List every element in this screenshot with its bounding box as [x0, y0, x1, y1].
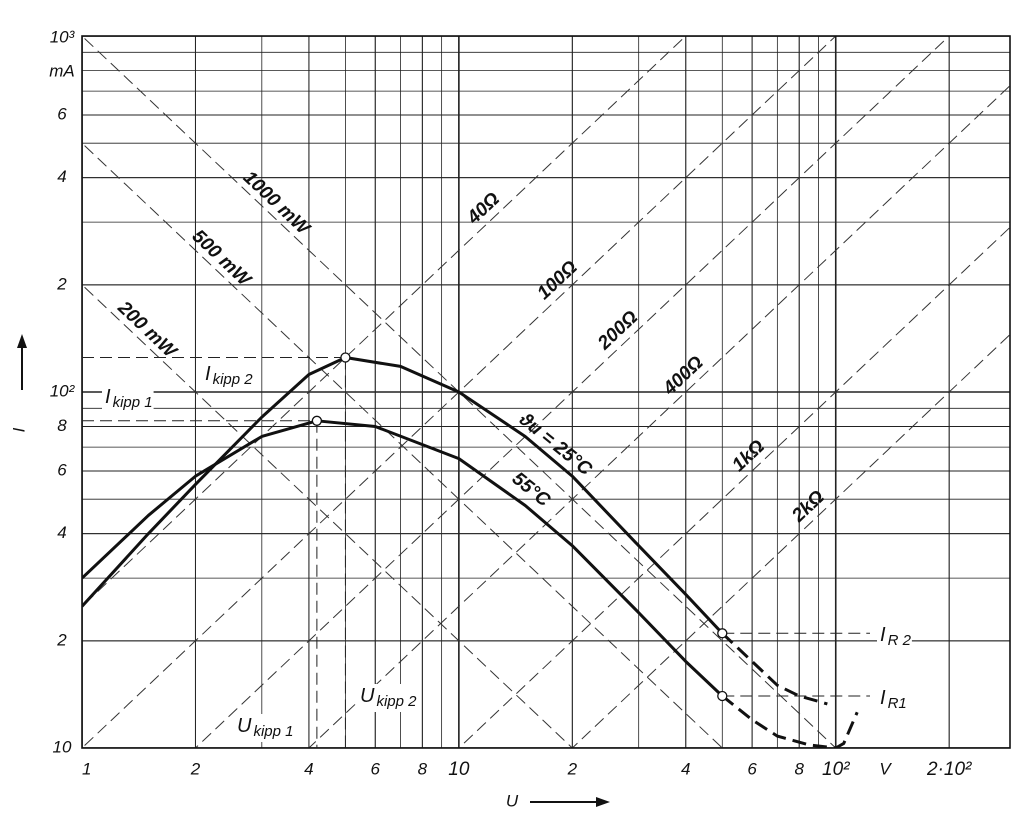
- annotation-symbol: I: [105, 386, 111, 408]
- y-tick-label: 2: [56, 630, 67, 649]
- y-tick-label: 4: [57, 523, 66, 542]
- annotation-bg: [357, 684, 418, 712]
- annotation-bg: [877, 623, 912, 651]
- annotation-subscript: kipp 2: [376, 693, 417, 710]
- x-tick-label: 6: [747, 759, 757, 778]
- annotation-symbol: I: [880, 624, 886, 646]
- annotation-subscript: R1: [888, 695, 907, 712]
- curve-extrapolated: [721, 694, 859, 748]
- resistance-line-label: 100Ω: [533, 257, 581, 304]
- curve-extrapolated: [721, 632, 828, 706]
- y-unit: mA: [49, 61, 75, 80]
- curve-label: ϑu = 25°C: [514, 408, 596, 480]
- x-tick-label: 2·10²: [926, 759, 972, 780]
- plot-frame: [81, 35, 1011, 749]
- y-tick-label: 10: [53, 737, 72, 756]
- point-marker: [717, 628, 728, 639]
- annotation-symbol: I: [205, 363, 211, 385]
- x-tick-label: 8: [418, 759, 428, 778]
- power-line-label: 200 mW: [113, 297, 182, 364]
- x-tick-label: 4: [304, 759, 313, 778]
- y-tick-label: 10³: [50, 27, 76, 46]
- x-tick-label: 2: [190, 759, 201, 778]
- annotation-bg: [202, 362, 254, 390]
- annotation-symbol: U: [360, 685, 375, 707]
- resistance-line-label: 200Ω: [593, 307, 642, 355]
- annotation-symbol: U: [237, 715, 252, 737]
- annotation-subscript: R 2: [888, 632, 912, 649]
- resistance-line-label: 40Ω: [463, 188, 504, 229]
- x-unit: V: [879, 759, 892, 778]
- x-tick-label: 10: [448, 759, 470, 780]
- y-tick-label: 8: [57, 416, 67, 435]
- x-tick-label: 1: [82, 759, 91, 778]
- power-line-label: 500 mW: [188, 226, 256, 292]
- point-marker: [311, 415, 323, 426]
- x-tick-label: 2: [567, 759, 578, 778]
- y-tick-label: 4: [57, 167, 66, 186]
- resistance-line-label: 1kΩ: [728, 436, 769, 476]
- point-marker: [340, 352, 351, 363]
- curve: [82, 419, 724, 698]
- x-axis-label: U: [506, 791, 519, 810]
- x-tick-label: 6: [371, 759, 381, 778]
- curve: [82, 356, 724, 635]
- annotation-subscript: kipp 1: [113, 394, 153, 411]
- resistance-line-label: 400Ω: [659, 352, 708, 400]
- annotation-bg: [234, 714, 295, 742]
- annotation-symbol: I: [880, 687, 886, 709]
- annotation-bg: [877, 686, 908, 714]
- y-axis-label: I: [9, 427, 28, 432]
- annotation-bg: [102, 385, 154, 413]
- y-tick-label: 10²: [50, 381, 76, 400]
- y-tick-label: 6: [57, 104, 67, 123]
- y-tick-label: 2: [56, 274, 67, 293]
- resistance-line-label: 2kΩ: [787, 486, 828, 527]
- annotation: I R1: [880, 687, 907, 712]
- curve-label: 55°C: [508, 468, 554, 511]
- annotation-subscript: kipp 1: [253, 723, 293, 740]
- x-tick-label: 8: [794, 759, 804, 778]
- y-arrow-head: [17, 334, 27, 348]
- point-marker: [717, 690, 728, 702]
- x-arrow-head: [596, 797, 610, 807]
- x-tick-label: 10²: [822, 759, 850, 780]
- annotation-subscript: kipp 2: [213, 371, 254, 388]
- x-tick-label: 4: [681, 759, 690, 778]
- y-tick-label: 6: [57, 460, 67, 479]
